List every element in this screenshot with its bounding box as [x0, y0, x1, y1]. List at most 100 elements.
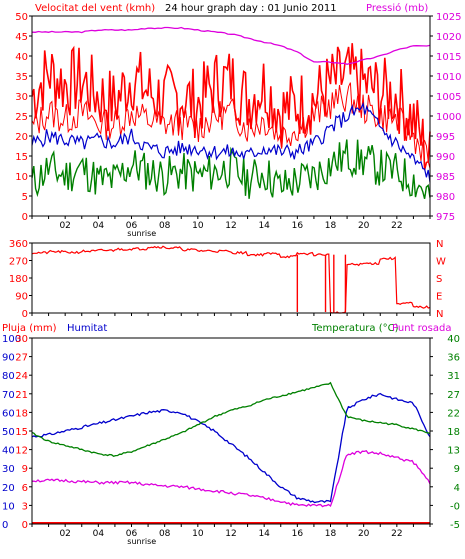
- plot-frame: [31, 242, 431, 314]
- x-tick-label: 20: [358, 529, 370, 539]
- direction-series-line: [31, 245, 431, 314]
- y-tick-label-wind: 10: [15, 172, 28, 183]
- y-tick-label-wind: 0: [22, 212, 28, 223]
- y-tick-label-direction: 360: [9, 239, 28, 250]
- temperature-title: Temperatura (°C): [311, 323, 399, 334]
- y-tick-label-wind: 25: [15, 112, 28, 123]
- y-tick-label-direction: 270: [9, 257, 28, 268]
- wind-series-line: [31, 139, 431, 199]
- y-tick-label-rain: 6: [22, 483, 28, 494]
- chart-title: 24 hour graph day : 01 Junio 2011: [165, 3, 337, 14]
- y-tick-label-humidity: 100: [2, 334, 21, 345]
- wind-pressure-panel: 0510152025303540455097598098599099510001…: [15, 12, 461, 238]
- average-series-line: [31, 101, 431, 183]
- y-tick-label-pressure: 985: [436, 172, 455, 183]
- y-tick-label-pressure: 990: [436, 152, 455, 163]
- x-tick-label: 06: [126, 221, 138, 231]
- y-tick-label-direction: 0: [22, 309, 28, 320]
- y-tick-label-temperature: 4: [454, 483, 460, 494]
- y-tick-label-pressure: 1015: [436, 52, 461, 63]
- y-tick-label-wind: 35: [15, 72, 28, 83]
- y-tick-label-rain: 27: [15, 353, 28, 364]
- gust-series-line: [31, 43, 431, 171]
- pressure-series-line: [31, 26, 431, 65]
- y-tick-label-wind: 45: [15, 32, 28, 43]
- y-tick-label-pressure: 1025: [436, 12, 461, 23]
- y-tick-label-pressure: 1010: [436, 72, 461, 83]
- y-tick-label-direction: 180: [9, 274, 28, 285]
- x-tick-label: 10: [192, 221, 204, 231]
- x-tick-label: 14: [258, 529, 270, 539]
- y-tick-label-temperature: 31: [447, 371, 460, 382]
- temperature-series-line: [31, 381, 431, 458]
- x-tick-label: 08: [159, 221, 171, 231]
- compass-label: W: [436, 257, 446, 268]
- compass-label: N: [436, 309, 443, 320]
- x-tick-label: 10: [192, 529, 204, 539]
- x-tick-label: 14: [258, 221, 270, 231]
- pressure-label: Pressió (mb): [366, 2, 428, 14]
- y-tick-label-humidity: 20: [2, 483, 15, 494]
- y-tick-label-direction: 90: [15, 292, 28, 303]
- y-tick-label-pressure: 995: [436, 132, 455, 143]
- x-tick-label: 04: [93, 221, 105, 231]
- x-tick-label: 04: [93, 529, 105, 539]
- y-tick-label-rain: 3: [22, 501, 28, 512]
- y-tick-label-wind: 40: [15, 52, 28, 63]
- y-tick-label-pressure: 1020: [436, 32, 461, 43]
- y-tick-label-humidity: 60: [2, 408, 15, 419]
- humidity-series-line: [31, 392, 431, 504]
- y-tick-label-humidity: 10: [2, 501, 15, 512]
- y-tick-label-pressure: 1005: [436, 92, 461, 103]
- dewpoint-series-line: [31, 450, 431, 508]
- dewpoint-title: Punt rosada: [392, 323, 451, 334]
- y-tick-label-humidity: 0: [2, 520, 8, 531]
- x-tick-label: 22: [391, 221, 402, 231]
- x-tick-label: 12: [225, 529, 236, 539]
- y-tick-label-wind: 50: [15, 12, 28, 23]
- y-tick-label-humidity: 90: [2, 353, 15, 364]
- x-tick-label: 22: [391, 529, 402, 539]
- y-tick-label-humidity: 40: [2, 446, 15, 457]
- x-tick-label: 12: [225, 221, 236, 231]
- x-tick-label: 02: [59, 221, 70, 231]
- y-tick-label-humidity: 80: [2, 371, 15, 382]
- y-tick-label-rain: 18: [15, 408, 28, 419]
- sunrise-label: sunrise: [127, 229, 156, 238]
- plot-frame: [31, 337, 431, 525]
- y-tick-label-temperature: 27: [447, 390, 460, 401]
- y-tick-label-pressure: 980: [436, 192, 455, 203]
- x-tick-label: 06: [126, 529, 138, 539]
- y-tick-label-wind: 30: [15, 92, 28, 103]
- x-tick-label: 18: [325, 529, 337, 539]
- compass-label: N: [436, 239, 443, 250]
- x-tick-label: 16: [292, 529, 304, 539]
- wind-speed-label: Velocitat del vent (kmh): [35, 3, 155, 14]
- sunrise-label: sunrise: [127, 537, 156, 546]
- y-tick-label-humidity: 50: [2, 427, 15, 438]
- y-tick-label-rain: 0: [22, 520, 28, 531]
- y-tick-label-temperature: 13: [447, 446, 460, 457]
- x-tick-label: 18: [325, 221, 337, 231]
- compass-label: S: [436, 274, 442, 285]
- y-tick-label-rain: 21: [15, 390, 28, 401]
- y-tick-label-rain: 30: [15, 334, 28, 345]
- y-tick-label-temperature: 18: [447, 427, 460, 438]
- y-tick-label-humidity: 30: [2, 464, 15, 475]
- rain-title: Pluja (mm): [2, 323, 57, 334]
- y-tick-label-temperature: -5: [450, 520, 460, 531]
- y-tick-label-temperature: 36: [447, 353, 460, 364]
- x-tick-label: 08: [159, 529, 171, 539]
- y-tick-label-temperature: 40: [447, 334, 460, 345]
- x-tick-label: 16: [292, 221, 304, 231]
- y-tick-label-humidity: 70: [2, 390, 15, 401]
- y-tick-label-pressure: 1000: [436, 112, 461, 123]
- y-tick-label-rain: 12: [15, 446, 28, 457]
- y-tick-label-temperature: -0: [450, 501, 460, 512]
- y-tick-label-wind: 5: [22, 192, 28, 203]
- x-tick-label: 02: [59, 529, 70, 539]
- y-tick-label-pressure: 975: [436, 212, 455, 223]
